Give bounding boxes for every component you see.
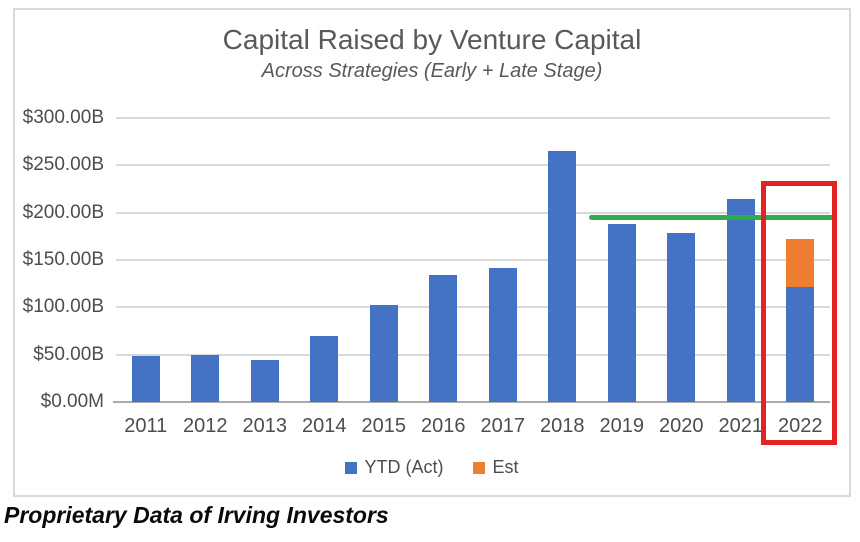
gridline [116,259,830,261]
bar-2022-est [786,239,815,287]
chart-title: Capital Raised by Venture Capital [222,24,642,55]
x-axis-tick-label: 2014 [302,415,347,437]
bar-2015-ytd [369,304,398,402]
x-axis-tick-label: 2022 [778,415,823,437]
x-axis-tick-label: 2019 [599,415,645,437]
x-axis: 2011 2012 2013 2014 2015 2016 2017 2018 2019 2020… [116,415,830,439]
gridline [116,306,830,309]
green-target-line [589,215,836,220]
y-axis-tick-label: $200.00B [22,201,104,223]
legend-item-est: Est [473,457,519,478]
bar-2014-ytd [310,335,339,402]
gridline [116,164,830,167]
bar-2012-ytd [191,354,220,402]
bar-2018-ytd [548,151,577,402]
x-axis-tick-label: 2018 [540,415,585,437]
x-axis-tick-label: 2011 [124,415,168,437]
footer-attribution: Proprietary Data of Irving Investors [4,502,389,528]
bar-2013-ytd [250,360,279,402]
bar-2016-ytd [429,275,458,402]
chart-subtitle: Across Strategies (Early + Late Stage) [261,60,603,82]
bar-2021-ytd [726,199,755,402]
gridline [116,117,830,119]
x-axis-tick-label: 2012 [183,415,228,437]
y-axis-tick-label: $0.00M [40,391,104,412]
x-axis-line [113,401,830,403]
gridline [116,353,830,356]
bar-2011-ytd [131,355,160,402]
bar-2020-ytd [667,232,696,402]
y-axis-tick-label: $150.00B [22,249,104,270]
x-axis-tick-label: 2015 [361,415,407,437]
x-axis-tick-label: 2017 [480,415,526,437]
bar-2022-ytd [786,286,815,402]
legend-label-est: Est [492,457,519,477]
x-axis-tick-label: 2021 [718,415,764,437]
legend-label-ytd: YTD (Act) [364,457,444,477]
plot-area [113,117,830,403]
x-axis-tick-label: 2013 [242,415,288,437]
y-axis-tick-label: $250.00B [22,154,104,176]
legend-item-ytd: YTD (Act) [345,457,443,478]
gridline [116,211,830,214]
ytd-swatch-icon [345,461,358,474]
bar-2017-ytd [488,267,517,402]
y-axis-tick-label: $100.00B [22,296,104,318]
y-axis-tick-label: $300.00B [22,107,104,128]
x-axis-tick-label: 2016 [421,415,466,437]
red-highlight-box-2022 [761,181,837,445]
legend: YTD (Act) Est [13,457,851,478]
chart-frame [13,8,851,497]
est-swatch-icon [473,461,486,474]
bar-2019-ytd [607,224,636,402]
x-axis-tick-label: 2020 [659,415,704,437]
y-axis-tick-label: $50.00B [33,343,104,365]
